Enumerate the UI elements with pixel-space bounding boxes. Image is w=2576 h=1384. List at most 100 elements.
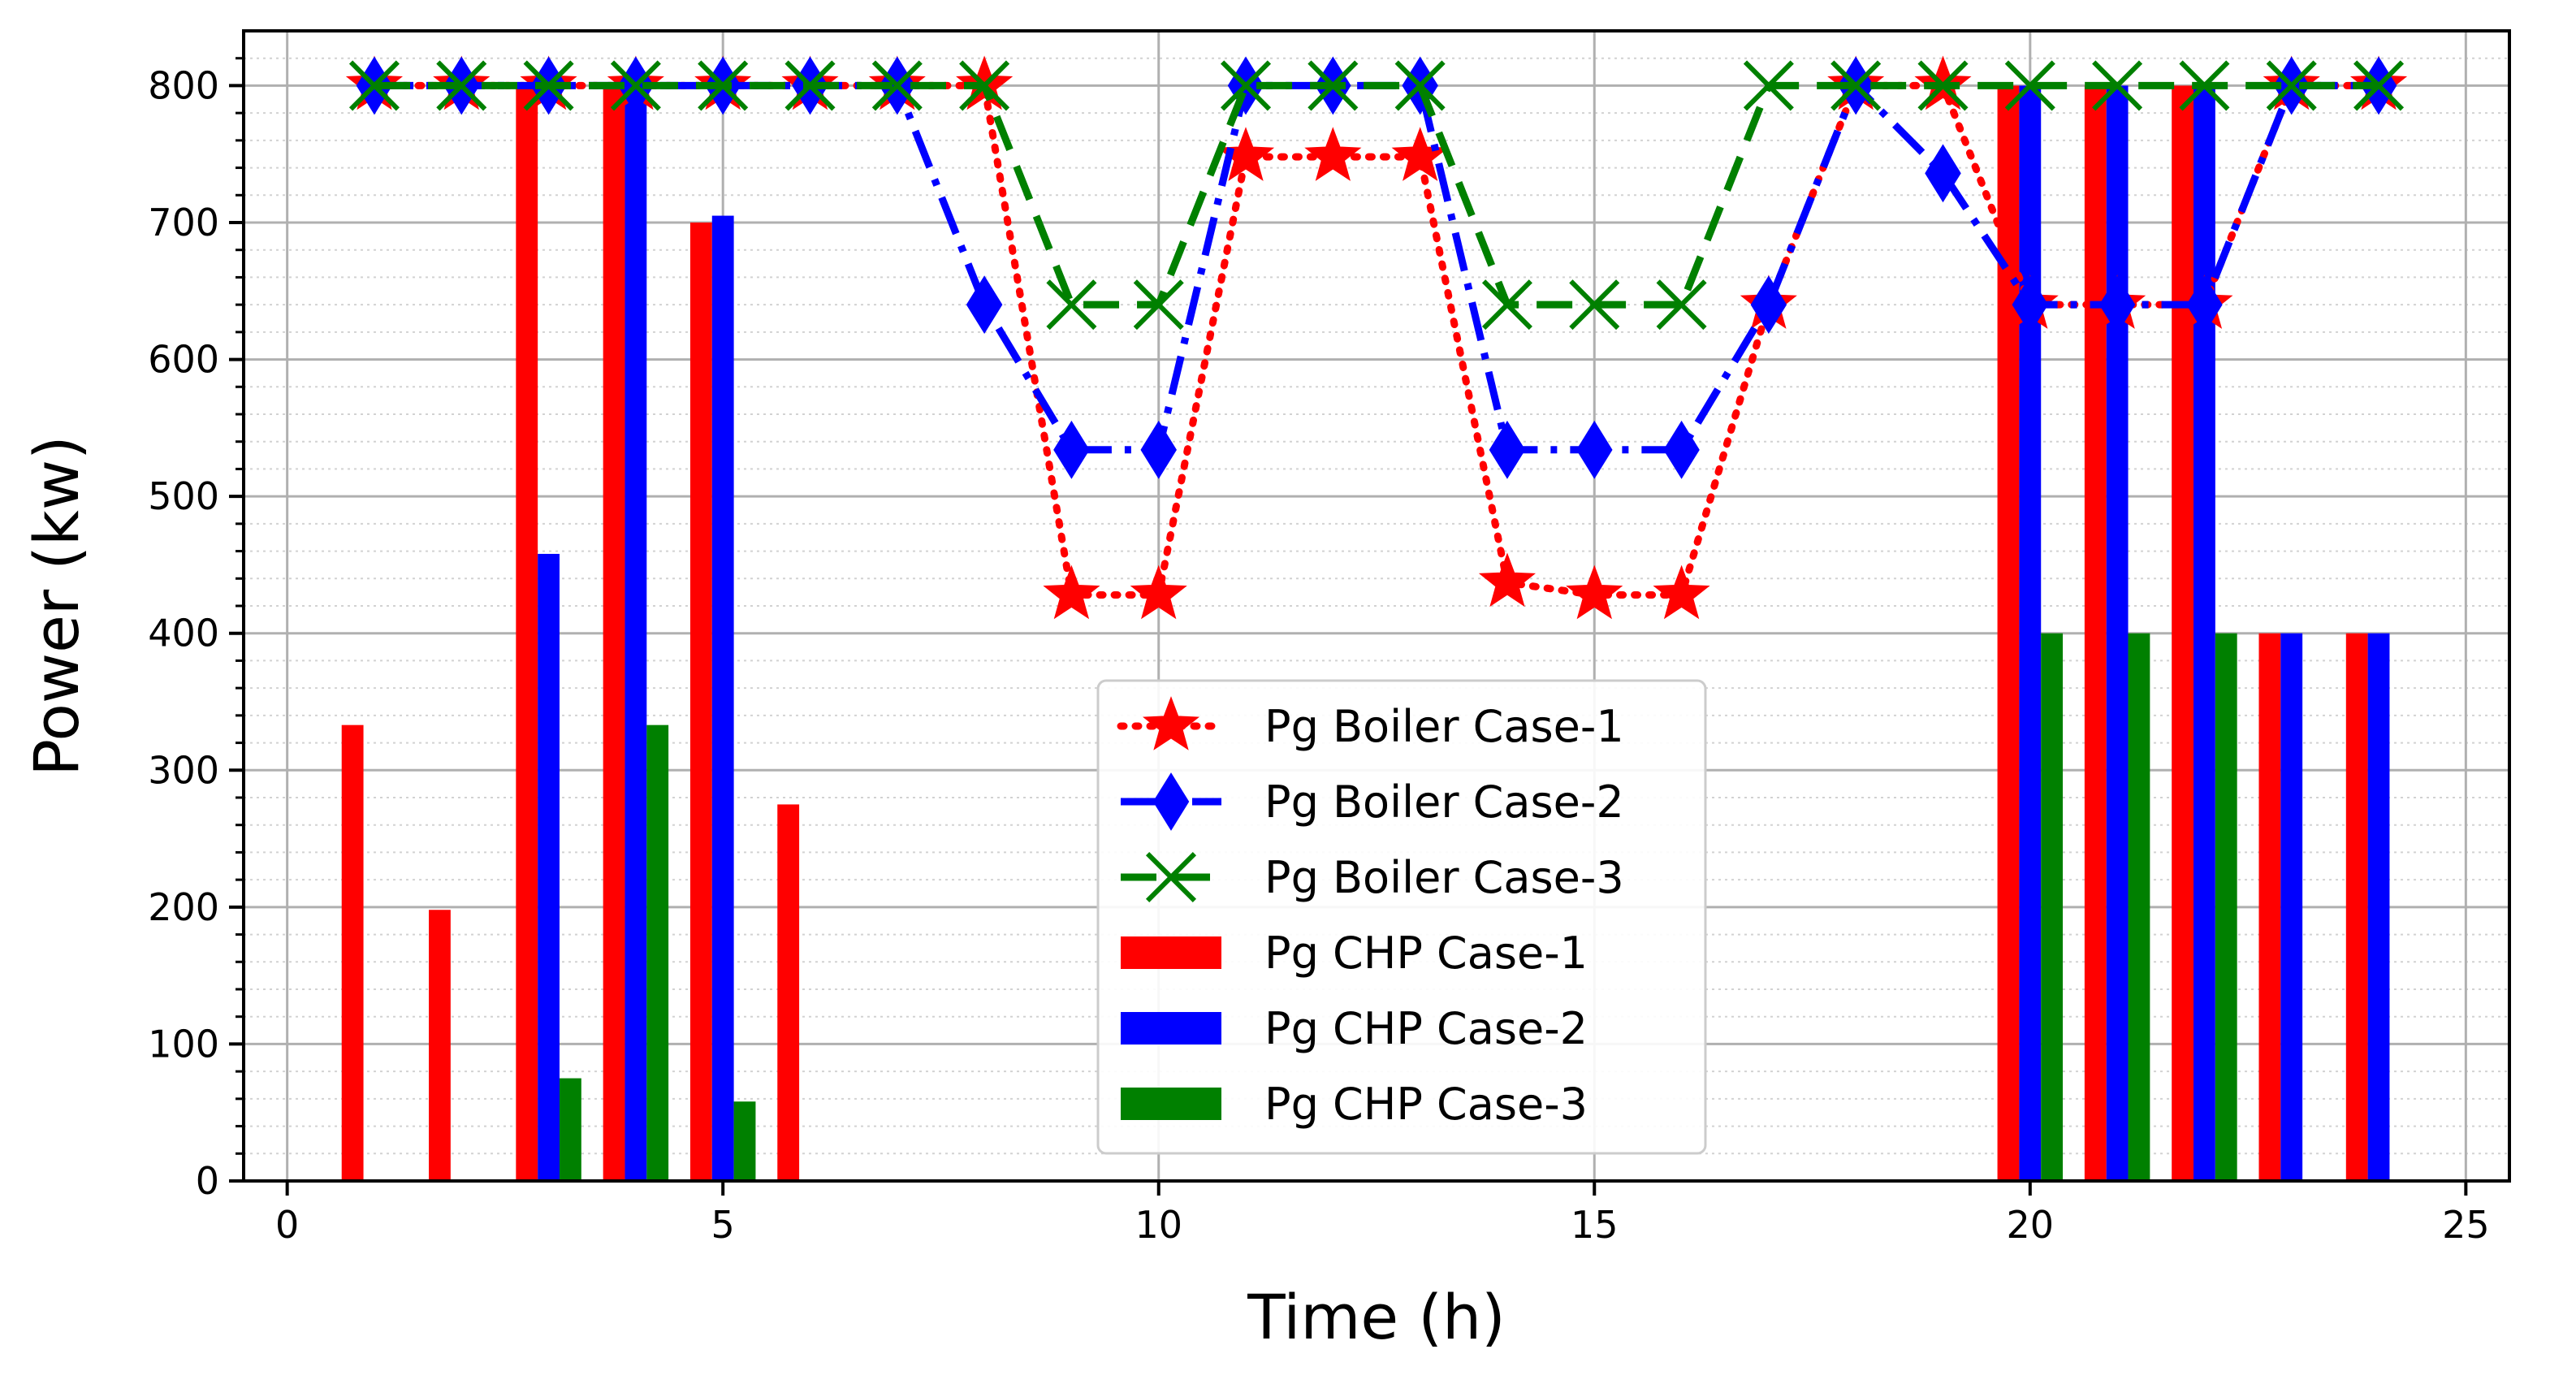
marker-pg-boiler-case-1 <box>1043 564 1100 620</box>
marker-pg-boiler-case-1 <box>1304 127 1362 181</box>
y-tick-label: 300 <box>148 748 219 792</box>
marker-pg-boiler-case-1 <box>1478 552 1537 608</box>
legend-label-pg-boiler-case-1: Pg Boiler Case-1 <box>1264 701 1624 752</box>
marker-pg-boiler-case-2 <box>1925 144 1961 203</box>
legend: Pg Boiler Case-1 Pg Boiler Case-2 Pg Boile… <box>1096 679 1707 1155</box>
marker-pg-boiler-case-2 <box>1489 420 1526 479</box>
bar-pg-chp-case-1 <box>2172 85 2194 1181</box>
marker-pg-boiler-case-3-stroke-b <box>2092 60 2143 111</box>
marker-pg-boiler-case-3 <box>1133 279 1184 331</box>
marker-pg-boiler-case-3 <box>1656 279 1707 331</box>
bar-pg-chp-case-1 <box>777 804 800 1181</box>
y-tick-label: 400 <box>148 612 219 655</box>
bar-pg-chp-case-1 <box>2084 85 2107 1181</box>
marker-pg-boiler-case-3-stroke-b <box>2179 60 2230 111</box>
marker-pg-boiler-case-3-stroke-b <box>436 60 487 111</box>
bar-pg-chp-case-1 <box>689 223 712 1181</box>
marker-pg-boiler-case-3-stroke-b <box>1133 279 1184 331</box>
marker-pg-boiler-case-3-stroke-b <box>610 60 661 111</box>
marker-pg-boiler-case-3-stroke-b <box>959 60 1010 111</box>
marker-pg-boiler-case-2 <box>966 275 1003 335</box>
marker-pg-boiler-case-3 <box>523 60 574 111</box>
marker-pg-boiler-case-3-stroke-b <box>523 60 574 111</box>
legend-label-pg-chp-case-2: Pg CHP Case-2 <box>1264 1003 1588 1054</box>
marker-pg-boiler-case-3 <box>1046 279 1097 331</box>
marker-pg-boiler-case-2 <box>2098 275 2136 335</box>
bar-pg-chp-case-1 <box>1997 85 2020 1181</box>
bar-pg-chp-case-3 <box>646 724 669 1181</box>
x-tick-label: 15 <box>1571 1203 1619 1247</box>
marker-pg-boiler-case-3 <box>2353 60 2405 111</box>
x-tick-label: 10 <box>1135 1203 1182 1247</box>
marker-pg-boiler-case-3 <box>2004 60 2055 111</box>
bar-pg-chp-case-1 <box>429 910 451 1181</box>
marker-pg-boiler-case-3-stroke-b <box>2353 60 2405 111</box>
marker-pg-boiler-case-2 <box>1663 420 1700 479</box>
x-tick-label: 0 <box>275 1203 299 1247</box>
marker-pg-boiler-case-3-stroke-b <box>2266 60 2317 111</box>
y-tick-label: 800 <box>148 63 219 107</box>
marker-pg-boiler-case-3 <box>1917 60 1969 111</box>
legend-label-pg-chp-case-3: Pg CHP Case-3 <box>1264 1079 1588 1130</box>
bar-pg-chp-case-3 <box>2215 633 2237 1181</box>
bar-pg-chp-case-2 <box>2367 633 2390 1181</box>
marker-pg-boiler-case-3 <box>2266 60 2317 111</box>
legend-patch-pg-chp-case-1 <box>1121 936 1221 969</box>
marker-pg-boiler-case-2 <box>1053 420 1090 479</box>
legend-marker-pg-boiler-case-1 <box>1142 696 1200 750</box>
x-tick-label: 20 <box>2007 1203 2055 1247</box>
chp-bars <box>341 85 2390 1182</box>
marker-pg-boiler-case-3-stroke-b <box>1046 279 1097 331</box>
y-tick-label: 100 <box>148 1022 219 1066</box>
legend-patch-pg-chp-case-2 <box>1121 1012 1221 1044</box>
x-tick-label: 25 <box>2442 1203 2490 1247</box>
axis-ticks: 0 5 10 15 20 25 0 100 200 300 400 500 600 700 800 <box>148 57 2490 1247</box>
legend-label-pg-chp-case-1: Pg CHP Case-1 <box>1264 928 1588 979</box>
marker-pg-boiler-case-3-stroke-b <box>1394 60 1446 111</box>
bar-pg-chp-case-1 <box>516 85 538 1181</box>
marker-pg-boiler-case-2 <box>2186 275 2223 335</box>
marker-pg-boiler-case-1 <box>1653 564 1710 620</box>
line-pg-boiler-case-3 <box>374 81 2379 309</box>
marker-pg-boiler-case-3 <box>436 60 487 111</box>
marker-pg-boiler-case-3 <box>1830 60 1882 111</box>
marker-pg-boiler-case-3-stroke-b <box>1917 60 1969 111</box>
marker-pg-boiler-case-3 <box>610 60 661 111</box>
bar-pg-chp-case-1 <box>603 85 625 1181</box>
marker-pg-boiler-case-2 <box>1140 420 1177 479</box>
marker-pg-boiler-case-3-stroke-b <box>698 60 749 111</box>
legend-patch-pg-chp-case-3 <box>1121 1088 1221 1120</box>
bar-pg-chp-case-2 <box>2019 85 2042 1181</box>
x-tick-label: 5 <box>711 1203 735 1247</box>
marker-pg-boiler-case-3-stroke-b <box>2004 60 2055 111</box>
bar-pg-chp-case-2 <box>2193 85 2215 1181</box>
y-tick-label: 0 <box>196 1159 219 1203</box>
marker-pg-boiler-case-1 <box>1391 127 1449 181</box>
bar-pg-chp-case-2 <box>2280 633 2303 1181</box>
marker-pg-boiler-case-3-stroke-b <box>1221 60 1272 111</box>
marker-pg-boiler-case-1 <box>1566 564 1623 620</box>
marker-pg-boiler-case-2 <box>1576 420 1613 479</box>
marker-pg-boiler-case-3 <box>784 60 836 111</box>
marker-pg-boiler-case-3-stroke-b <box>1830 60 1882 111</box>
bar-pg-chp-case-2 <box>711 215 734 1182</box>
y-tick-label: 600 <box>148 338 219 382</box>
boiler-lines <box>345 55 2408 620</box>
bar-pg-chp-case-3 <box>2128 633 2150 1181</box>
marker-pg-boiler-case-2 <box>1750 275 1787 335</box>
marker-pg-boiler-case-3-stroke-b <box>871 60 923 111</box>
y-tick-label: 200 <box>148 885 219 929</box>
x-axis-label: Time (h) <box>1247 1281 1506 1353</box>
bar-pg-chp-case-3 <box>559 1078 581 1181</box>
marker-pg-boiler-case-3 <box>1394 60 1446 111</box>
y-tick-label: 700 <box>148 201 219 244</box>
legend-marker-pg-boiler-case-2 <box>1152 772 1190 831</box>
y-tick-label: 500 <box>148 474 219 518</box>
marker-pg-boiler-case-3 <box>2092 60 2143 111</box>
y-axis-label: Power (kw) <box>20 435 93 776</box>
bar-pg-chp-case-1 <box>2258 633 2281 1181</box>
marker-pg-boiler-case-3-stroke-b <box>784 60 836 111</box>
marker-pg-boiler-case-3 <box>959 60 1010 111</box>
legend-box <box>1096 679 1707 1155</box>
